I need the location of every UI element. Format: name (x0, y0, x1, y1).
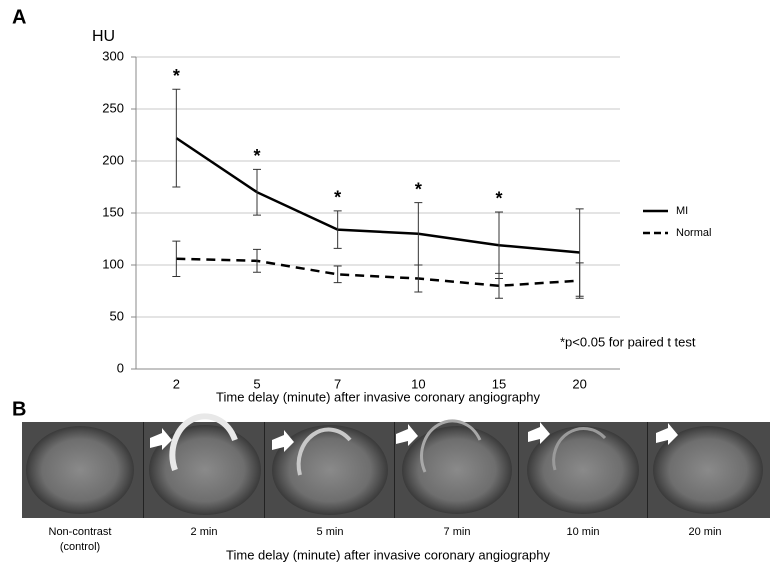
significance-marker: * (334, 188, 341, 208)
significance-marker: * (495, 189, 502, 209)
image-strip (22, 413, 770, 518)
series-line (175, 137, 580, 254)
y-tick-label: 50 (110, 308, 124, 323)
error-bar (575, 262, 584, 299)
image-caption: 20 min (688, 526, 721, 538)
error-bar (172, 240, 181, 277)
error-bar (495, 272, 503, 299)
error-bar (414, 264, 423, 293)
ct-image (22, 422, 143, 518)
error-bar (253, 168, 261, 216)
image-caption: 5 min (317, 526, 344, 538)
legend-label: MI (676, 205, 688, 217)
y-tick-label: 100 (102, 256, 124, 271)
image-caption: 10 min (566, 526, 599, 538)
error-bar (333, 210, 342, 249)
image-caption: 2 min (191, 526, 218, 538)
ct-image (648, 422, 770, 518)
ct-image (265, 422, 394, 518)
x-tick-label: 10 (411, 376, 425, 391)
note: *p<0.05 for paired t test (560, 334, 696, 349)
x-tick-label: 5 (253, 376, 260, 391)
image-caption: (control) (60, 541, 100, 553)
y-tick-label: 250 (102, 100, 124, 115)
error-bar (172, 88, 181, 188)
ct-image (395, 419, 518, 518)
error-bar (253, 248, 261, 273)
x-tick-label: 15 (492, 376, 506, 391)
y-tick-label: 300 (102, 48, 124, 63)
series-line (176, 257, 580, 288)
y-tick-label: 0 (117, 360, 124, 375)
legend-label: Normal (676, 227, 711, 239)
image-caption: 7 min (444, 526, 471, 538)
error-bar (333, 265, 342, 284)
significance-marker: * (173, 66, 180, 86)
y-tick-label: 200 (102, 152, 124, 167)
significance-marker: * (253, 146, 260, 166)
panel-label: A (12, 6, 26, 28)
x-tick-label: 20 (572, 376, 586, 391)
x-tick-label: 7 (334, 376, 341, 391)
x-tick-label: 2 (173, 376, 180, 391)
image-caption: Non-contrast (49, 526, 112, 538)
ct-image (144, 413, 264, 518)
panel-label: B (12, 398, 26, 420)
y-axis-label: HU (92, 28, 115, 45)
ct-image (519, 422, 647, 518)
y-tick-label: 150 (102, 204, 124, 219)
significance-marker: * (415, 179, 422, 199)
x-axis-label: Time delay (minute) after invasive coron… (226, 547, 550, 562)
x-axis-label: Time delay (minute) after invasive coron… (216, 389, 540, 404)
